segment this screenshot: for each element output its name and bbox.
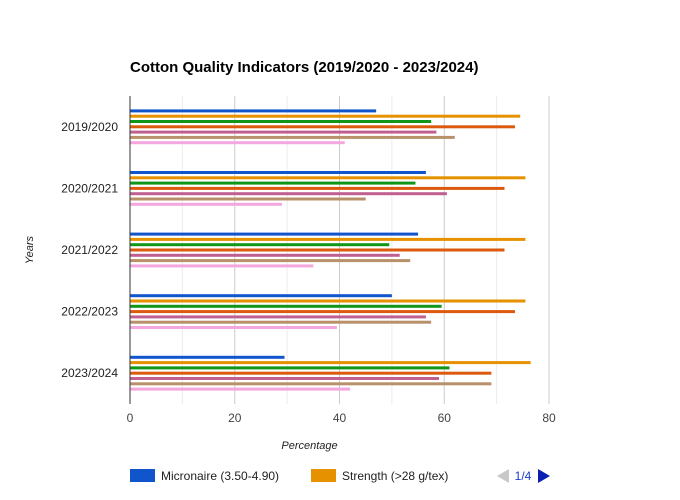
x-tick-label: 20 [228,411,242,425]
x-tick-label: 80 [542,411,556,425]
bar [130,232,419,236]
bar [130,186,505,190]
y-tick-label: 2020/2021 [61,181,118,195]
bar [130,130,437,134]
y-tick-label: 2019/2020 [61,120,118,134]
y-tick-label: 2021/2022 [61,243,118,257]
bar [130,125,515,129]
bar [130,377,440,380]
x-axis-title: Percentage [281,440,337,452]
bar [130,243,390,247]
bar [130,320,432,324]
bar [130,197,366,201]
bar [130,264,314,268]
bar [130,237,526,241]
y-tick-label: 2022/2023 [61,305,118,319]
chart-title: Cotton Quality Indicators (2019/2020 - 2… [130,59,478,76]
bar [130,326,337,329]
bar [130,259,411,263]
x-tick-label: 60 [438,411,452,425]
bar [130,355,285,359]
legend-next-icon[interactable] [538,469,550,483]
bar [130,114,521,118]
bar [130,371,492,375]
bar [130,253,400,257]
bar [130,294,392,298]
x-tick-label: 40 [333,411,347,425]
legend-page-indicator: 1/4 [515,469,532,483]
bar [130,310,515,314]
bar [130,171,426,174]
bar [130,120,432,123]
bar [130,176,526,180]
bar [130,361,531,365]
bar [130,382,492,386]
bar [130,299,526,303]
bar [130,135,455,139]
bar [130,248,505,252]
bar [130,366,450,370]
legend-swatch [311,469,336,482]
bar [130,304,442,308]
x-tick-label: 0 [127,411,134,425]
legend-prev-icon[interactable] [497,469,509,483]
bar [130,202,282,206]
bar [130,141,345,145]
bar [130,315,426,319]
bar [130,192,447,196]
bar [130,181,416,185]
legend-label: Strength (>28 g/tex) [342,469,448,483]
y-tick-label: 2023/2024 [61,366,118,380]
legend-swatch [130,469,155,482]
y-axis-title: Years [24,235,36,264]
legend-label: Micronaire (3.50-4.90) [161,469,279,483]
bar [130,109,377,113]
bar [130,387,350,391]
